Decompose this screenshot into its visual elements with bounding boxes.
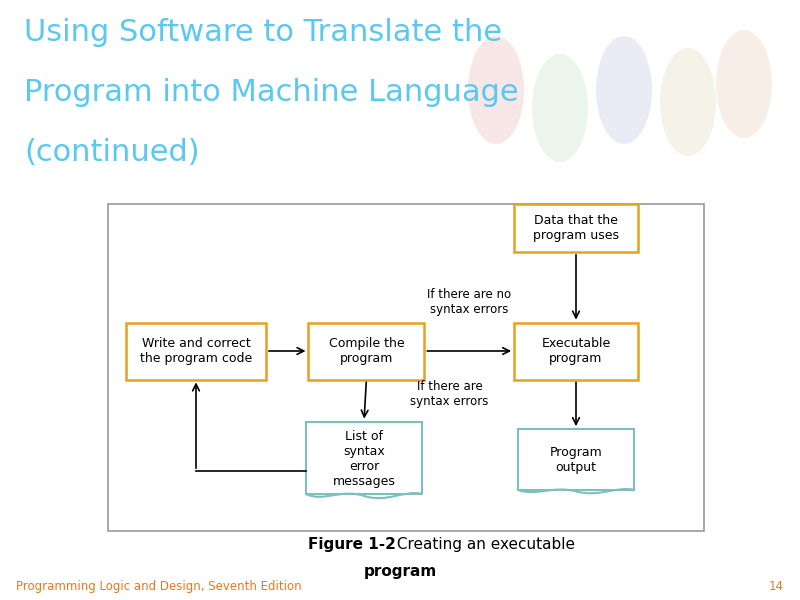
FancyBboxPatch shape [306, 421, 422, 494]
FancyBboxPatch shape [514, 204, 638, 252]
Ellipse shape [532, 54, 588, 162]
FancyBboxPatch shape [514, 323, 638, 379]
FancyBboxPatch shape [126, 323, 266, 379]
Text: Compile the
program: Compile the program [329, 337, 404, 365]
Text: Using Software to Translate the: Using Software to Translate the [24, 18, 502, 47]
Text: 14: 14 [769, 580, 784, 593]
Ellipse shape [716, 30, 772, 138]
Ellipse shape [596, 36, 652, 144]
Text: List of
syntax
error
messages: List of syntax error messages [333, 430, 395, 488]
Text: Program
output: Program output [550, 446, 602, 474]
Text: Figure 1-2: Figure 1-2 [308, 537, 396, 552]
Text: If there are no
syntax errors: If there are no syntax errors [427, 288, 511, 316]
Text: program: program [363, 564, 437, 579]
Text: Program into Machine Language: Program into Machine Language [24, 78, 518, 107]
Text: Creating an executable: Creating an executable [392, 537, 575, 552]
Text: Write and correct
the program code: Write and correct the program code [140, 337, 252, 365]
Ellipse shape [660, 48, 716, 156]
Ellipse shape [468, 36, 524, 144]
FancyBboxPatch shape [518, 429, 634, 490]
Text: Data that the
program uses: Data that the program uses [533, 214, 619, 242]
Text: Executable
program: Executable program [542, 337, 610, 365]
Text: (continued): (continued) [24, 138, 200, 167]
Text: If there are
syntax errors: If there are syntax errors [410, 380, 489, 409]
FancyBboxPatch shape [309, 323, 424, 379]
FancyBboxPatch shape [108, 204, 704, 531]
Text: Programming Logic and Design, Seventh Edition: Programming Logic and Design, Seventh Ed… [16, 580, 302, 593]
